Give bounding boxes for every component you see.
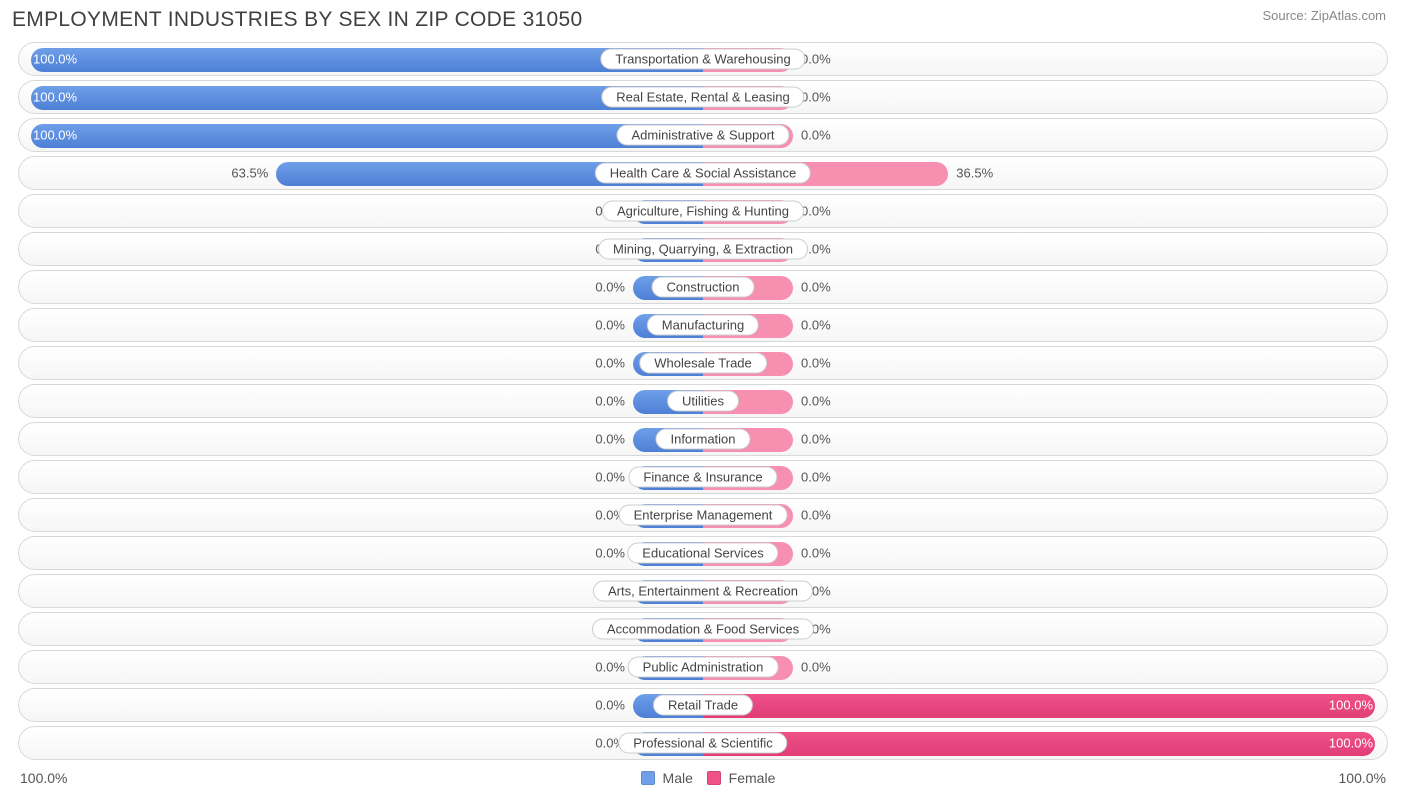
category-label: Manufacturing — [647, 315, 759, 336]
chart-row: 0.0%0.0%Finance & Insurance — [18, 460, 1388, 494]
chart-row: 63.5% 36.5% Health Care & Social Assistanc… — [18, 156, 1388, 190]
category-label: Mining, Quarrying, & Extraction — [598, 239, 808, 260]
chart-row: 0.0%0.0%Accommodation & Food Services — [18, 612, 1388, 646]
chart-row: 0.0% 0.0% Information — [18, 422, 1388, 456]
category-label: Agriculture, Fishing & Hunting — [602, 201, 804, 222]
chart-row: 0.0%0.0%Arts, Entertainment & Recreation — [18, 574, 1388, 608]
chart-row: 100.0% 0.0%Transportation & Warehousing — [18, 42, 1388, 76]
value-female: 0.0% — [801, 318, 831, 333]
scale-left: 100.0% — [20, 770, 67, 786]
value-male: 0.0% — [595, 470, 625, 485]
chart-header: EMPLOYMENT INDUSTRIES BY SEX IN ZIP CODE… — [0, 0, 1406, 36]
value-male: 0.0% — [595, 318, 625, 333]
category-label: Health Care & Social Assistance — [595, 163, 811, 184]
value-female: 0.0% — [801, 546, 831, 561]
chart-row: 100.0% 0.0%Real Estate, Rental & Leasing — [18, 80, 1388, 114]
value-female: 0.0% — [801, 508, 831, 523]
category-label: Administrative & Support — [616, 125, 789, 146]
value-female: 0.0% — [801, 280, 831, 295]
category-label: Construction — [652, 277, 755, 298]
category-label: Arts, Entertainment & Recreation — [593, 581, 813, 602]
value-male: 0.0% — [595, 698, 625, 713]
bar-male — [31, 124, 703, 148]
legend: Male Female — [67, 770, 1338, 786]
value-male: 100.0% — [33, 90, 77, 105]
chart-row: 0.0%100.0%Professional & Scientific — [18, 726, 1388, 760]
chart-row: 0.0%0.0%Public Administration — [18, 650, 1388, 684]
value-female: 0.0% — [801, 470, 831, 485]
legend-swatch-female — [707, 771, 721, 785]
chart-row: 0.0% 0.0% Construction — [18, 270, 1388, 304]
chart-row: 0.0%0.0%Mining, Quarrying, & Extraction — [18, 232, 1388, 266]
scale-right: 100.0% — [1339, 770, 1386, 786]
value-male: 0.0% — [595, 280, 625, 295]
legend-swatch-male — [641, 771, 655, 785]
category-label: Finance & Insurance — [628, 467, 777, 488]
value-female: 0.0% — [801, 432, 831, 447]
legend-label-male: Male — [663, 770, 693, 786]
category-label: Retail Trade — [653, 695, 753, 716]
value-male: 0.0% — [595, 546, 625, 561]
chart-title: EMPLOYMENT INDUSTRIES BY SEX IN ZIP CODE… — [12, 8, 582, 32]
value-female: 0.0% — [801, 204, 831, 219]
value-female: 100.0% — [1329, 736, 1373, 751]
value-male: 0.0% — [595, 394, 625, 409]
category-label: Public Administration — [628, 657, 779, 678]
value-male: 100.0% — [33, 128, 77, 143]
chart-footer: 100.0% Male Female 100.0% — [0, 768, 1406, 786]
category-label: Utilities — [667, 391, 739, 412]
value-female: 0.0% — [801, 128, 831, 143]
category-label: Professional & Scientific — [618, 733, 787, 754]
chart-row: 0.0% 0.0% Manufacturing — [18, 308, 1388, 342]
value-male: 0.0% — [595, 660, 625, 675]
chart-row: 0.0%0.0%Educational Services — [18, 536, 1388, 570]
category-label: Wholesale Trade — [639, 353, 767, 374]
category-label: Enterprise Management — [619, 505, 788, 526]
value-male: 63.5% — [231, 166, 268, 181]
value-male: 0.0% — [595, 432, 625, 447]
category-label: Transportation & Warehousing — [600, 49, 805, 70]
bar-female — [703, 732, 1375, 756]
value-female: 100.0% — [1329, 698, 1373, 713]
category-label: Educational Services — [627, 543, 778, 564]
value-female: 0.0% — [801, 660, 831, 675]
legend-label-female: Female — [729, 770, 776, 786]
category-label: Real Estate, Rental & Leasing — [601, 87, 804, 108]
value-male: 0.0% — [595, 356, 625, 371]
chart-row: 0.0%0.0%Enterprise Management — [18, 498, 1388, 532]
value-female: 36.5% — [956, 166, 993, 181]
chart-area: 100.0%0.0%Transportation & Warehousing10… — [0, 36, 1406, 768]
chart-row: 0.0% 100.0% Retail Trade — [18, 688, 1388, 722]
value-female: 0.0% — [801, 90, 831, 105]
chart-row: 100.0% 0.0% Administrative & Support — [18, 118, 1388, 152]
chart-row: 0.0% 0.0% Wholesale Trade — [18, 346, 1388, 380]
value-female: 0.0% — [801, 356, 831, 371]
chart-source: Source: ZipAtlas.com — [1262, 8, 1386, 23]
bar-female — [703, 694, 1375, 718]
chart-row: 0.0%0.0%Agriculture, Fishing & Hunting — [18, 194, 1388, 228]
category-label: Information — [655, 429, 750, 450]
chart-row: 0.0% 0.0% Utilities — [18, 384, 1388, 418]
value-male: 100.0% — [33, 52, 77, 67]
value-female: 0.0% — [801, 394, 831, 409]
value-female: 0.0% — [801, 52, 831, 67]
category-label: Accommodation & Food Services — [592, 619, 814, 640]
